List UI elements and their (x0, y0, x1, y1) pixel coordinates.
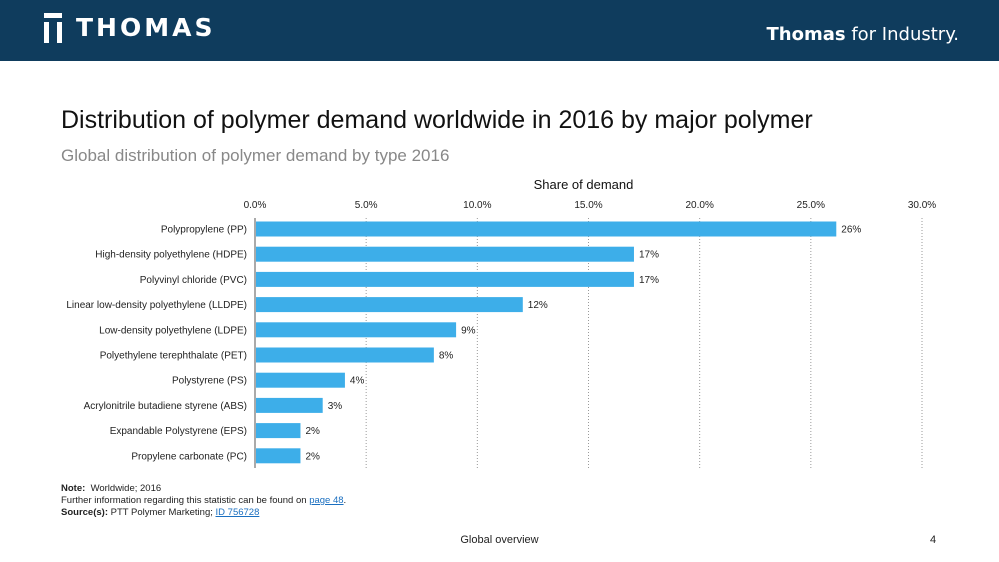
further-info-link[interactable]: page 48 (309, 495, 344, 506)
header-bar: THOMAS Thomas for Industry. (0, 0, 999, 61)
bar (256, 221, 837, 237)
page-title: Distribution of polymer demand worldwide… (61, 106, 813, 134)
x-tick-label: 5.0% (355, 200, 378, 211)
bar (256, 397, 323, 413)
category-label: High-density polyethylene (HDPE) (95, 250, 247, 261)
thomas-logo[interactable]: THOMAS (44, 13, 215, 43)
category-label: Acrylonitrile butadiene styrene (ABS) (84, 401, 247, 412)
category-label: Linear low-density polyethylene (LLDPE) (66, 300, 247, 311)
category-label: Expandable Polystyrene (EPS) (110, 426, 247, 437)
bar (256, 423, 301, 439)
source-label: Source(s): (61, 507, 108, 518)
data-label: 9% (461, 325, 476, 336)
note-text: Worldwide; 2016 (90, 483, 162, 494)
bar (256, 322, 457, 338)
page-subtitle: Global distribution of polymer demand by… (61, 146, 450, 165)
data-label: 3% (328, 401, 343, 412)
logo-text: THOMAS (76, 13, 216, 42)
source-id-link[interactable]: ID 756728 (215, 507, 260, 518)
category-label: Polyethylene terephthalate (PET) (100, 351, 247, 362)
bar (256, 297, 523, 313)
category-label: Polyvinyl chloride (PVC) (140, 275, 247, 286)
data-label: 17% (639, 275, 659, 286)
source-text: PTT Polymer Marketing; (110, 507, 216, 518)
data-label: 26% (841, 225, 861, 236)
data-label: 2% (305, 426, 320, 437)
tagline: Thomas for Industry. (767, 24, 959, 45)
footer-section: Global overview (460, 534, 539, 546)
bar (256, 448, 301, 464)
data-label: 2% (305, 451, 320, 462)
axis-title: Share of demand (534, 177, 634, 192)
data-label: 17% (639, 250, 659, 261)
bar (256, 372, 345, 388)
x-tick-label: 30.0% (908, 200, 936, 211)
data-label: 8% (439, 351, 454, 362)
x-tick-label: 10.0% (463, 200, 491, 211)
x-tick-label: 20.0% (685, 200, 713, 211)
x-tick-label: 25.0% (797, 200, 825, 211)
category-label: Polypropylene (PP) (161, 225, 247, 236)
bar (256, 246, 634, 262)
tagline-rest: for Industry. (845, 24, 959, 45)
note-label: Note: (61, 483, 86, 494)
thomas-logo-icon (44, 13, 62, 43)
bar (256, 271, 634, 287)
footer-page-number: 4 (930, 534, 937, 546)
bar (256, 347, 434, 363)
data-label: 4% (350, 376, 365, 387)
further-info-text: Further information regarding this stati… (61, 495, 310, 506)
category-label: Polystyrene (PS) (172, 376, 247, 387)
category-label: Low-density polyethylene (LDPE) (99, 325, 247, 336)
data-label: 12% (528, 300, 548, 311)
category-label: Propylene carbonate (PC) (131, 451, 247, 462)
further-info-suffix: . (343, 495, 347, 506)
x-tick-label: 0.0% (244, 200, 267, 211)
tagline-brand: Thomas (766, 24, 846, 45)
chart-notes: Note: Worldwide; 2016 Further informatio… (61, 483, 346, 519)
bar-chart: Share of demand 0.0% 5.0% 10.0% 15.0% 20.0% 25… (66, 177, 936, 468)
x-tick-label: 15.0% (574, 200, 602, 211)
